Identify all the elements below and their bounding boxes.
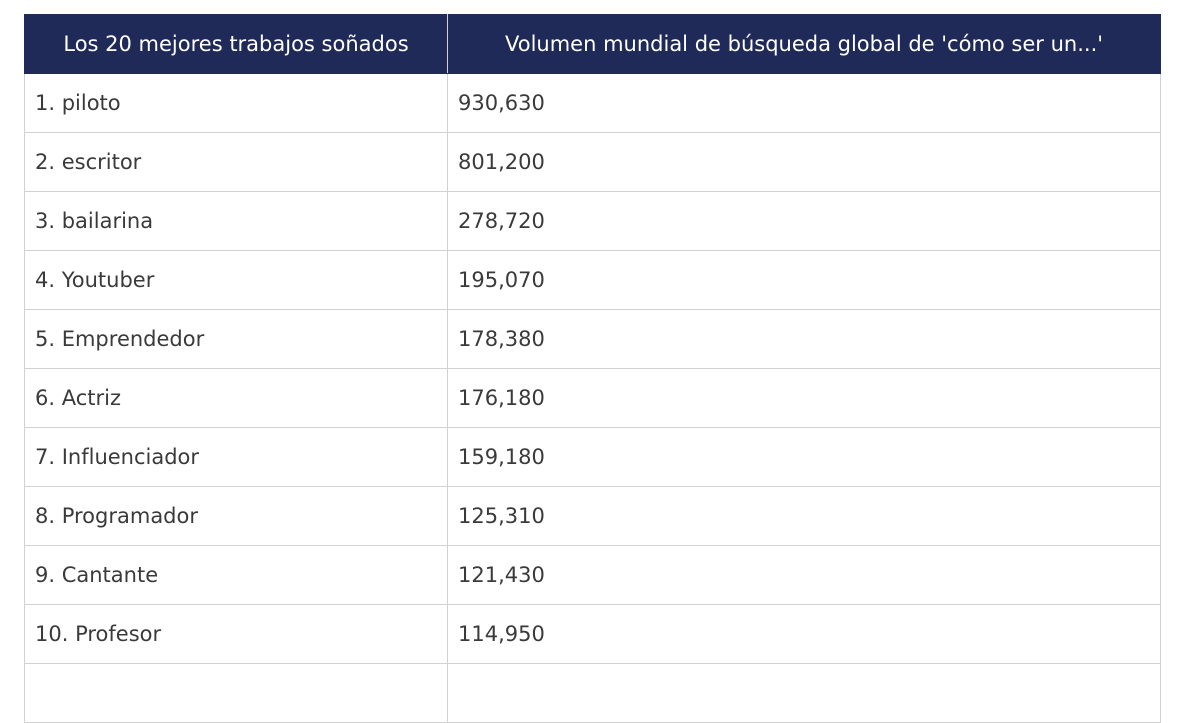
- table-row-partial: [24, 663, 1161, 723]
- dream-jobs-table: Los 20 mejores trabajos soñados Volumen …: [24, 14, 1161, 723]
- search-volume-cell: 930,630: [447, 73, 1161, 133]
- table-row: 7. Influenciador 159,180: [24, 427, 1161, 487]
- header-cell: Los 20 mejores trabajos soñados: [24, 14, 448, 74]
- search-volume-cell: 114,950: [447, 604, 1161, 664]
- job-cell: 9. Cantante: [24, 545, 448, 605]
- table-row: 9. Cantante 121,430: [24, 545, 1161, 605]
- empty-cell: [24, 663, 448, 723]
- job-cell: 3. bailarina: [24, 191, 448, 251]
- header-row: Los 20 mejores trabajos soñados Volumen …: [24, 14, 1161, 74]
- search-volume-cell: 125,310: [447, 486, 1161, 546]
- job-cell: 6. Actriz: [24, 368, 448, 428]
- search-volume-cell: 801,200: [447, 132, 1161, 192]
- table-row: 8. Programador 125,310: [24, 486, 1161, 546]
- job-cell: 4. Youtuber: [24, 250, 448, 310]
- search-volume-cell: 176,180: [447, 368, 1161, 428]
- job-cell: 8. Programador: [24, 486, 448, 546]
- table-row: 4. Youtuber 195,070: [24, 250, 1161, 310]
- table-body: 1. piloto 930,630 2. escritor 801,200 3. bai…: [24, 73, 1161, 723]
- job-cell: 1. piloto: [24, 73, 448, 133]
- search-volume-cell: 178,380: [447, 309, 1161, 369]
- job-cell: 5. Emprendedor: [24, 309, 448, 369]
- table-row: 2. escritor 801,200: [24, 132, 1161, 192]
- table-container: Los 20 mejores trabajos soñados Volumen …: [24, 14, 1161, 723]
- job-cell: 7. Influenciador: [24, 427, 448, 487]
- search-volume-cell: 159,180: [447, 427, 1161, 487]
- search-volume-cell: 121,430: [447, 545, 1161, 605]
- table-row: 3. bailarina 278,720: [24, 191, 1161, 251]
- table-row: 10. Profesor 114,950: [24, 604, 1161, 664]
- empty-cell: [447, 663, 1161, 723]
- table-header: Los 20 mejores trabajos soñados Volumen …: [24, 14, 1161, 74]
- search-volume-cell: 278,720: [447, 191, 1161, 251]
- page: {"table": { "header": ["Los 20 mejores t…: [24, 14, 1161, 723]
- table-row: 5. Emprendedor 178,380: [24, 309, 1161, 369]
- header-cell: Volumen mundial de búsqueda global de 'c…: [447, 14, 1161, 74]
- job-cell: 10. Profesor: [24, 604, 448, 664]
- search-volume-cell: 195,070: [447, 250, 1161, 310]
- table-row: 6. Actriz 176,180: [24, 368, 1161, 428]
- table-row: 1. piloto 930,630: [24, 73, 1161, 133]
- job-cell: 2. escritor: [24, 132, 448, 192]
